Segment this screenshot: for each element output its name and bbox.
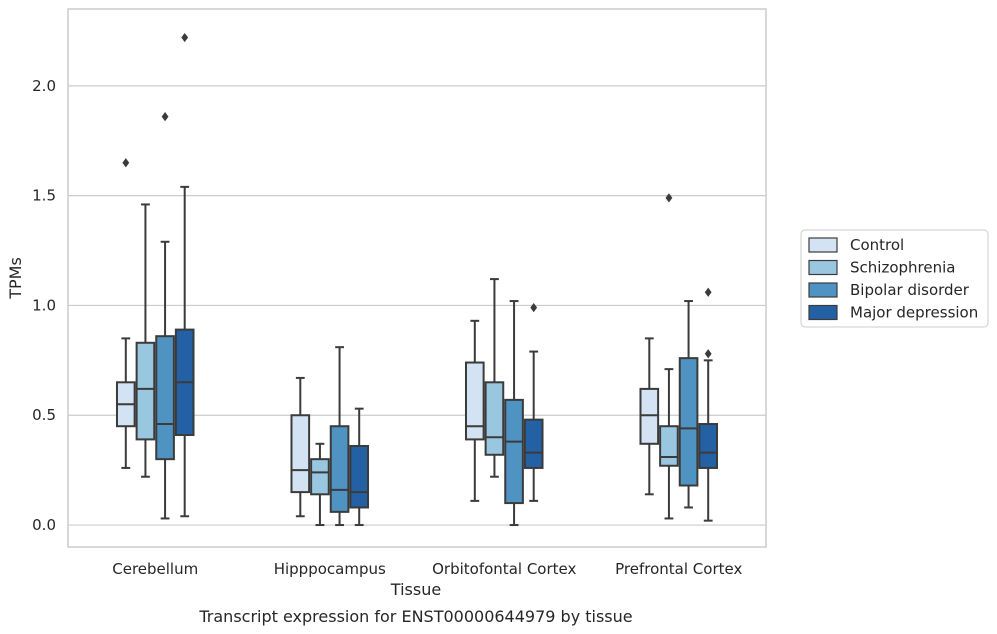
box	[504, 398, 524, 505]
x-tick-label: Cerebellum	[112, 560, 198, 578]
outlier-point	[122, 158, 130, 168]
x-tick-label: Prefrontal Cortex	[615, 560, 742, 578]
box	[523, 418, 544, 469]
legend-swatch	[808, 259, 838, 276]
box	[135, 341, 156, 441]
box	[659, 425, 679, 467]
box	[639, 387, 660, 445]
legend-swatch	[808, 282, 838, 298]
box	[329, 425, 350, 513]
x-axis-title: Tissue	[390, 580, 441, 599]
x-axis-ticks: Cerebellum Hipppocampus Orbitofontal Corte…	[112, 560, 742, 578]
box	[349, 444, 370, 509]
y-tick-label: 1.0	[32, 296, 56, 314]
y-axis-title: TPMs	[6, 257, 25, 300]
outlier-point	[665, 193, 673, 203]
x-tick-label: Orbitofontal Cortex	[432, 560, 576, 578]
box	[484, 381, 505, 456]
legend-swatch	[808, 237, 838, 253]
outlier-point	[530, 303, 538, 313]
box	[290, 414, 311, 494]
outlier-point	[704, 287, 712, 297]
box-series	[115, 32, 719, 527]
box	[310, 458, 330, 496]
legend-swatch	[808, 304, 838, 321]
x-tick-label: Hipppocampus	[274, 560, 386, 578]
box	[464, 361, 485, 441]
legend-label: Control	[850, 236, 904, 254]
y-axis-ticks: 0.0 0.5 1.0 1.5 2.0	[32, 77, 56, 534]
outlier-point	[704, 349, 712, 359]
y-tick-label: 2.0	[32, 77, 56, 95]
y-tick-label: 1.5	[32, 187, 56, 205]
y-tick-label: 0.5	[32, 406, 56, 424]
legend-label: Bipolar disorder	[850, 281, 970, 299]
legend-label: Major depression	[850, 304, 978, 322]
legend-frame	[800, 229, 989, 328]
outlier-point	[161, 112, 169, 122]
chart-caption: Transcript expression for ENST0000064497…	[198, 607, 632, 626]
legend-label: Schizophrenia	[850, 259, 955, 277]
box	[678, 357, 699, 487]
outlier-point	[181, 32, 189, 43]
box	[698, 423, 719, 469]
box	[155, 335, 175, 461]
legend: Control Schizophrenia Bipolar disorder Majo…	[800, 229, 989, 328]
y-tick-label: 0.0	[32, 516, 56, 534]
